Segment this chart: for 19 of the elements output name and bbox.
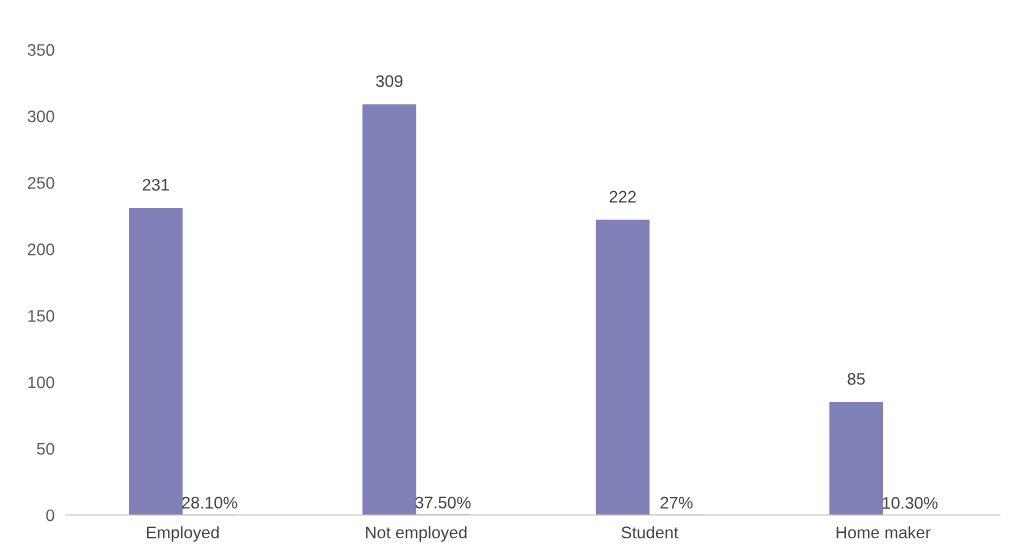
y-tick-label: 100: [28, 376, 55, 389]
y-tick-label: 250: [27, 177, 55, 189]
data-label: 10.30%: [882, 497, 938, 509]
x-tick-label: Employed: [147, 526, 219, 542]
data-label: 309: [376, 75, 403, 88]
y-tick-label: 50: [36, 442, 55, 455]
data-label: 231: [142, 178, 169, 191]
x-tick-label: Home maker: [836, 526, 931, 539]
y-tick-label: 350: [27, 44, 55, 56]
x-tick-label: Not employed: [366, 526, 467, 542]
data-label: 85: [847, 373, 865, 385]
data-label: 28.10%: [182, 496, 238, 509]
y-tick-label: 300: [27, 110, 55, 123]
data-label: 222: [609, 190, 636, 203]
y-tick-label: 0: [46, 509, 55, 522]
y-tick-label: 150: [28, 309, 55, 322]
data-label: 27%: [660, 496, 693, 509]
y-tick-label: 200: [27, 243, 55, 256]
x-tick-label: Student: [621, 526, 679, 539]
